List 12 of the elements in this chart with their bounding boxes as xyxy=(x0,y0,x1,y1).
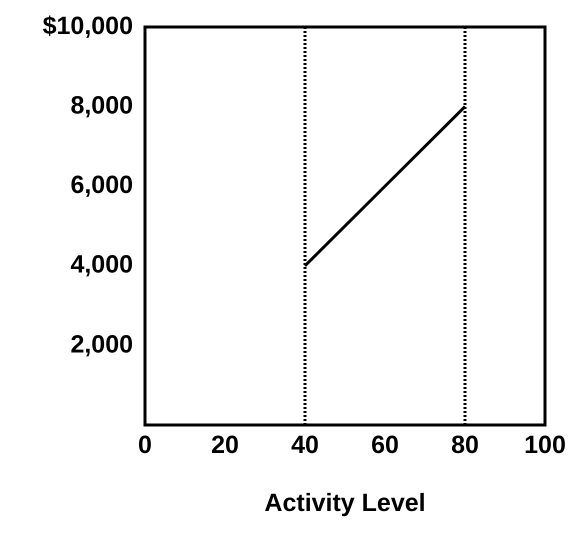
y-tick-label: 8,000 xyxy=(70,91,133,120)
x-tick-label: 40 xyxy=(291,430,319,459)
y-tick-label: 2,000 xyxy=(70,330,133,358)
y-tick-label: 6,000 xyxy=(70,171,133,200)
x-tick-label: 100 xyxy=(524,430,566,459)
x-tick-label: 0 xyxy=(138,430,152,459)
x-tick-label: 80 xyxy=(451,430,479,459)
y-tick-label: 4,000 xyxy=(70,250,133,279)
x-tick-label: 20 xyxy=(211,430,239,459)
x-axis-title: Activity Level xyxy=(264,488,426,517)
x-tick-label: 60 xyxy=(371,430,399,459)
y-tick-label: $10,000 xyxy=(42,12,133,40)
